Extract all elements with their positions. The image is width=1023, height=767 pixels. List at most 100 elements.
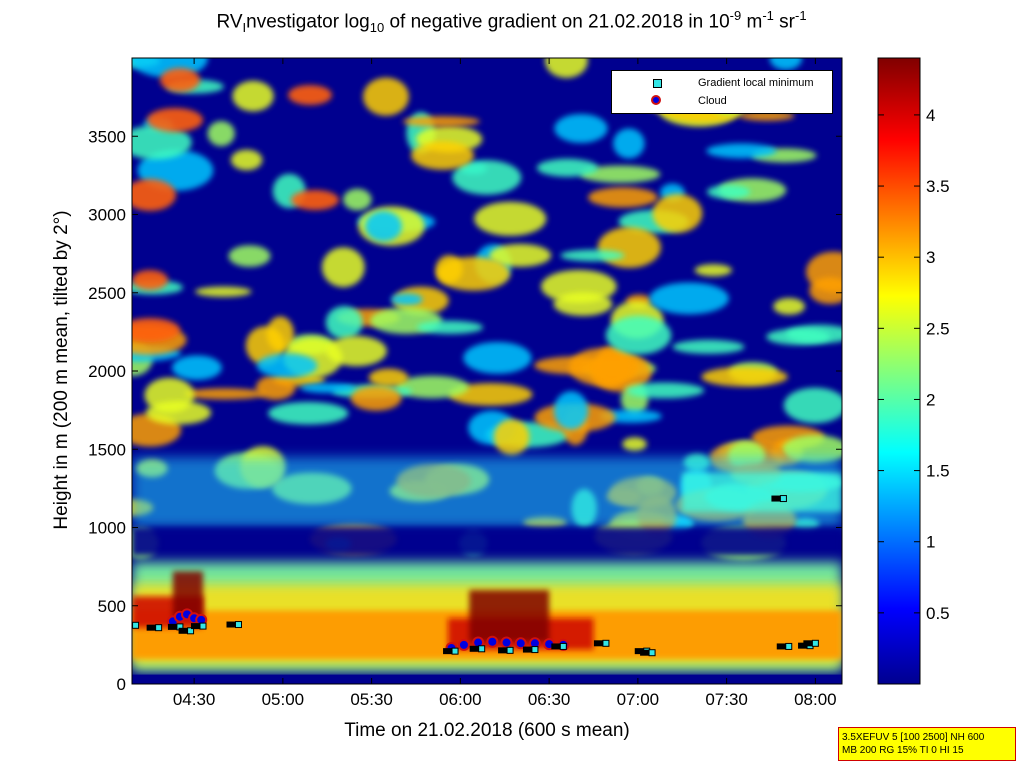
y-axis: 0 500 1000 1500 2000 2500 3000 3500 — [88, 127, 842, 694]
title-subscript: 10 — [369, 20, 385, 36]
heatmap-patch — [195, 286, 252, 297]
heatmap-patch — [416, 320, 484, 334]
heatmap-patch — [652, 193, 703, 233]
gradient-minimum-marker — [811, 639, 819, 647]
cloud-marker — [514, 637, 527, 650]
heatmap-patch — [706, 143, 777, 159]
heatmap-patch — [782, 434, 842, 464]
gradient-minimum-trace — [593, 640, 608, 647]
gradient-minimum-trace — [771, 495, 786, 502]
title-part: sr — [773, 11, 795, 33]
legend: Gradient local minimum Cloud — [611, 70, 833, 114]
x-tick-label: 07:30 — [705, 690, 748, 709]
heatmap-patch — [132, 125, 192, 160]
heatmap-patch — [605, 315, 672, 355]
heatmap-patch — [489, 243, 552, 267]
title-part: m — [741, 11, 763, 33]
heatmap-patch — [184, 388, 266, 400]
gradient-minimum-marker — [235, 621, 242, 629]
gradient-minimum-marker — [559, 642, 567, 650]
heatmap-patch — [493, 419, 530, 456]
x-tick-label: 06:30 — [528, 690, 571, 709]
heatmap-area — [132, 58, 842, 684]
cloud-marker — [486, 635, 499, 648]
title-subscript: I — [242, 20, 247, 36]
gradient-minimum-trace — [522, 646, 537, 653]
heatmap-patch — [594, 346, 629, 387]
y-tick-label: 500 — [98, 597, 126, 616]
gradient-minimum-trace — [803, 640, 818, 647]
legend-label: Cloud — [698, 95, 727, 107]
colorbar-tick-label: 4 — [926, 106, 935, 125]
y-tick-label: 2500 — [88, 284, 126, 303]
gradient-minimum-trace — [640, 649, 655, 656]
heatmap-patch — [649, 282, 729, 315]
title-superscript: -9 — [729, 8, 742, 23]
heatmap-patch — [255, 375, 296, 400]
heatmap-patch — [436, 256, 511, 291]
heatmap-patch — [343, 188, 372, 211]
info-line: MB 200 RG 15% TI 0 HI 15 — [842, 745, 964, 756]
x-tick-label: 05:00 — [262, 690, 305, 709]
heatmap-patch — [171, 355, 222, 380]
x-tick-label: 05:30 — [350, 690, 393, 709]
colorbar-tick-label: 3.5 — [926, 177, 950, 196]
y-tick-label: 3000 — [88, 206, 126, 225]
y-tick-label: 3500 — [88, 127, 126, 146]
colorbar-tick-label: 2.5 — [926, 319, 950, 338]
y-tick-label: 2000 — [88, 362, 126, 381]
gradient-minimum-trace — [551, 643, 566, 650]
heatmap-patch — [132, 270, 168, 290]
heatmap-band — [682, 472, 842, 512]
gradient-minimum-trace — [178, 627, 193, 634]
title-part: nvestigator log — [246, 11, 370, 33]
heatmap-patch — [701, 366, 788, 387]
heatmap-patch — [706, 184, 751, 199]
boundary-layer-bands — [132, 561, 842, 684]
gradient-minimum-marker — [648, 649, 656, 657]
heatmap-patch — [363, 77, 409, 116]
gradient-minimum-marker — [155, 624, 163, 632]
gradient-minimum-trace — [443, 648, 458, 655]
heatmap-patch — [321, 247, 365, 288]
colorbar-tick-label: 3 — [926, 248, 935, 267]
heatmap-patch — [463, 341, 532, 374]
gradient-minimum-trace — [469, 645, 484, 652]
heatmap-patch — [554, 113, 608, 143]
heatmap-patch — [534, 356, 611, 375]
heatmap-patch — [769, 58, 803, 70]
heatmap-patch — [132, 179, 176, 211]
heatmap-patch — [288, 85, 332, 105]
heatmap-patch — [544, 58, 588, 78]
x-axis-label: Time on 21.02.2018 (600 s mean) — [344, 720, 630, 741]
gradient-minimum-marker — [451, 647, 459, 655]
heatmap-patch — [402, 116, 481, 127]
heatmap-patch — [145, 400, 212, 425]
gradient-minimum-marker — [779, 495, 787, 503]
x-tick-label: 08:00 — [794, 690, 837, 709]
heatmap-patch — [613, 128, 645, 159]
heatmap-patch — [588, 187, 658, 208]
heatmap-patch — [268, 401, 349, 425]
boundary-core — [469, 590, 550, 642]
heatmap-patch — [783, 387, 842, 424]
colorbar-tick-label: 1 — [926, 533, 935, 552]
heatmap-patch — [350, 385, 402, 411]
heatmap-patch — [160, 68, 200, 92]
cloud-marker — [500, 636, 513, 649]
gradient-minimum-marker-icon — [653, 79, 662, 88]
heatmap-patch — [207, 120, 235, 147]
heatmap-patch — [766, 328, 831, 345]
heatmap-patches — [132, 58, 842, 560]
gradient-minimum-marker — [531, 646, 539, 654]
gradient-minimum-marker — [132, 621, 140, 629]
heatmap-patch — [395, 375, 469, 399]
heatmap-patch — [579, 165, 661, 183]
legend-item-gradient: Gradient local minimum — [612, 75, 832, 93]
heatmap-patch — [625, 382, 705, 399]
x-tick-label: 06:00 — [439, 690, 482, 709]
heatmap-patch — [809, 277, 842, 305]
colorbar-tick-label: 1.5 — [926, 462, 950, 481]
x-tick-label: 04:30 — [173, 690, 216, 709]
